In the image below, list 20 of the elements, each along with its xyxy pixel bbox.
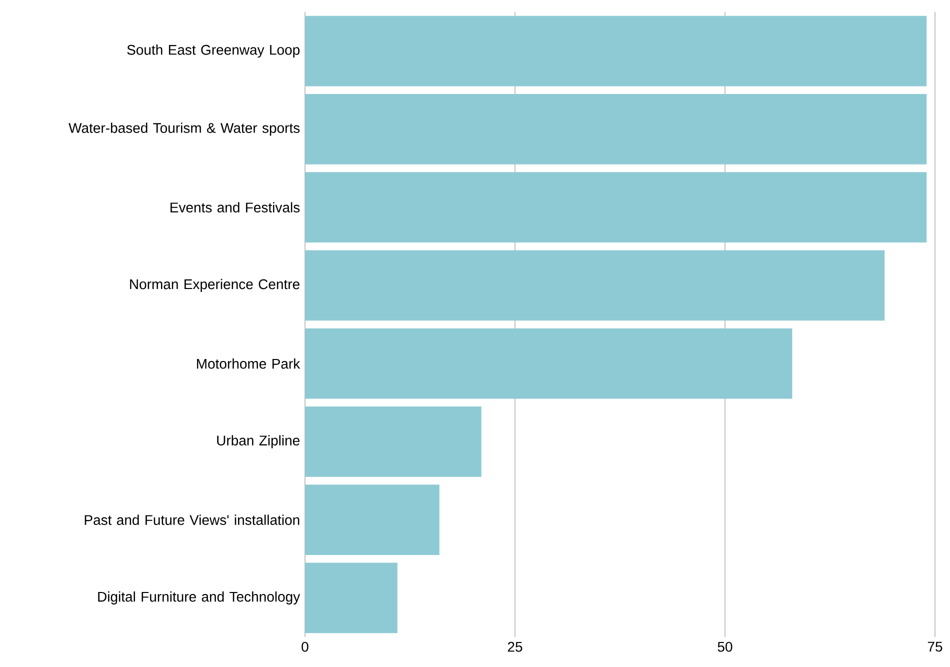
y-tick-label: Motorhome Park [197, 358, 300, 369]
bar [305, 328, 792, 399]
x-tick-label: 75 [928, 642, 942, 652]
bar [305, 172, 927, 242]
bar [305, 484, 440, 555]
y-tick-label: South East Greenway Loop [127, 44, 300, 58]
bar [305, 94, 927, 164]
bar [305, 562, 398, 634]
bar [305, 16, 927, 86]
y-tick-label: Past and Future Views' installation [84, 514, 300, 525]
x-tick-label: 50 [718, 642, 732, 652]
x-tick-label: 0 [302, 642, 308, 652]
x-tick-label: 25 [508, 642, 522, 652]
bar [305, 250, 885, 321]
bar [305, 406, 482, 477]
y-tick-label: Digital Furniture and Technology [98, 591, 300, 604]
y-tick-label: Norman Experience Centre [130, 278, 300, 292]
y-tick-label: Events and Festivals [170, 202, 300, 212]
y-tick-label: Water-based Tourism & Water sports [68, 122, 300, 136]
y-tick-label: Urban Zipline [217, 435, 300, 448]
